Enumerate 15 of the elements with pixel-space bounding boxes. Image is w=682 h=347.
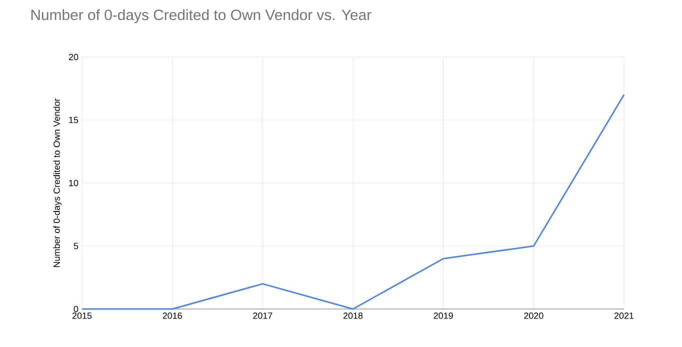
x-tick-label: 2016 (162, 312, 182, 319)
x-tick-label: 2019 (434, 312, 453, 319)
y-tick-label: 15 (69, 116, 78, 124)
y-tick-label: 10 (69, 180, 78, 186)
x-tick-label: 2017 (253, 312, 272, 319)
y-tick-label: 5 (74, 242, 78, 250)
x-tick-label: 2015 (72, 312, 92, 319)
y-tick-label: 20 (68, 54, 78, 60)
y-tick-label: 0 (74, 306, 78, 312)
line-series (81, 94, 625, 310)
x-tick-label: 2020 (524, 312, 544, 319)
y-axis-title: Number of 0-days Credited to Own Vendor (53, 98, 62, 267)
chart-title: Number of 0-days Credited to Own Vendor vs. Year (31, 9, 372, 24)
x-tick-label: 2021 (614, 312, 634, 319)
x-tick-label: 2018 (343, 312, 363, 319)
